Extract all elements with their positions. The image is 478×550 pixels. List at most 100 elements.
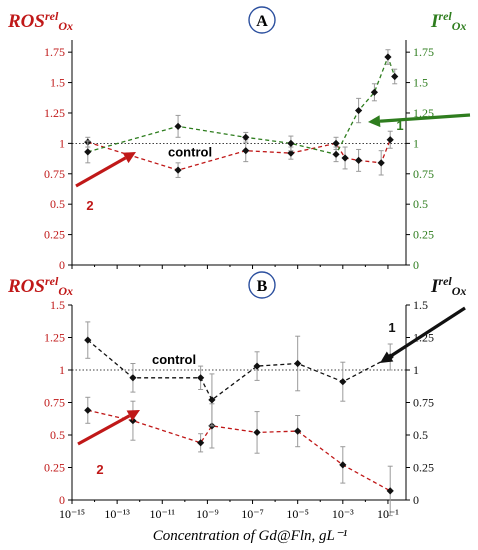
left-y-tick-label: 1.5 [50,298,65,312]
left-axis-title: ROSrelOx [7,274,73,298]
x-tick-label: 10⁻¹⁵ [59,507,85,521]
annotation-arrow-head [126,410,140,422]
panel-label: A [256,13,268,30]
left-y-tick-label: 1.25 [44,331,65,345]
annotation-label: 1 [388,320,395,335]
data-point [242,133,250,141]
data-point [355,156,363,165]
right-y-tick-label: 0.75 [413,396,434,410]
data-point [253,362,261,370]
right-y-tick-label: 1 [413,136,419,150]
left-axis-title-main: ROS [7,11,45,32]
annotation-arrow-head [368,115,381,128]
panel-label: B [257,278,268,295]
data-point [129,417,137,425]
left-y-tick-label: 0.25 [44,461,65,475]
right-y-tick-label: 1.5 [413,76,428,90]
left-y-tick-label: 1.5 [50,76,65,90]
data-point [84,148,92,156]
data-point [332,150,340,158]
right-y-tick-label: 1.5 [413,298,428,312]
annotation-arrow-shaft [379,113,471,123]
panel-label-circle [248,271,276,299]
right-y-tick-label: 0 [413,258,419,272]
x-tick-label: 10⁻¹ [377,507,399,521]
data-point [341,154,349,162]
right-y-tick-label: 0.5 [413,197,428,211]
data-point [174,122,182,130]
x-tick-label: 10⁻¹³ [104,507,130,521]
left-y-tick-label: 0.5 [50,197,65,211]
right-y-tick-label: 0.25 [413,461,434,475]
right-y-tick-label: 0 [413,493,419,507]
data-point [174,166,182,174]
annotation-arrow-shaft [75,156,127,188]
series-line [87,339,391,401]
left-y-tick-label: 1.75 [44,45,65,59]
annotation-arrow-head [122,152,136,164]
right-axis-title-sup: rel [438,9,452,23]
left-axis-title-sub: Ox [58,284,73,298]
annotation-label: 1 [396,118,403,133]
series-line [87,55,396,156]
data-point [84,406,92,414]
data-point [370,88,379,96]
right-y-tick-label: 0.5 [413,428,428,442]
x-tick-label: 10⁻⁵ [286,507,309,521]
annotation-label: 2 [86,198,93,213]
annotation-label: 2 [96,462,103,477]
x-tick-label: 10⁻⁹ [196,507,219,521]
data-point [197,374,205,382]
right-axis-title-sub: Ox [452,284,467,298]
data-point [197,439,205,447]
right-y-tick-label: 0.25 [413,228,434,242]
right-axis-title: IrelOx [430,274,466,298]
right-axis-title: IrelOx [430,9,466,33]
data-point [294,427,302,435]
right-axis-title-sup: rel [438,274,452,288]
control-label: control [152,352,196,367]
left-y-tick-label: 0 [59,258,65,272]
left-axis-title-sub: Ox [58,19,73,33]
data-point [287,139,295,147]
data-point [84,336,92,344]
left-axis-title-main: ROS [7,276,45,297]
right-y-tick-label: 1 [413,363,419,377]
data-point [129,374,137,382]
data-point [208,396,216,404]
annotation-arrow-shaft [389,306,466,358]
left-y-tick-label: 1 [59,136,65,150]
data-point [386,136,394,144]
right-axis-title-main: I [430,276,439,297]
right-axis-title-sub: Ox [452,19,467,33]
series-line [87,139,391,171]
data-point [377,159,385,167]
data-point [294,359,302,368]
data-point [384,53,392,61]
data-point [287,149,295,157]
x-tick-label: 10⁻³ [332,507,354,521]
data-point [391,72,399,81]
x-tick-label: 10⁻¹¹ [150,507,176,521]
x-tick-label: 10⁻⁷ [241,507,264,521]
left-axis-title: ROSrelOx [7,9,73,33]
left-y-tick-label: 1.25 [44,106,65,120]
right-y-tick-label: 1.25 [413,331,434,345]
right-axis-title-main: I [430,11,439,32]
series-line [87,409,391,492]
right-y-tick-label: 0.75 [413,167,434,181]
data-point [355,106,363,115]
panel-label-circle [248,6,276,34]
left-y-tick-label: 0.75 [44,167,65,181]
left-axis-title-sup: rel [45,274,59,288]
left-y-tick-label: 0.25 [44,228,65,242]
data-point [253,428,261,436]
data-point [339,461,347,469]
left-axis-title-sup: rel [45,9,59,23]
data-point [339,378,347,386]
annotation-arrow-shaft [77,414,131,446]
data-point [332,139,340,147]
left-y-tick-label: 0.5 [50,428,65,442]
left-y-tick-label: 0.75 [44,396,65,410]
right-y-tick-label: 1.75 [413,45,434,59]
